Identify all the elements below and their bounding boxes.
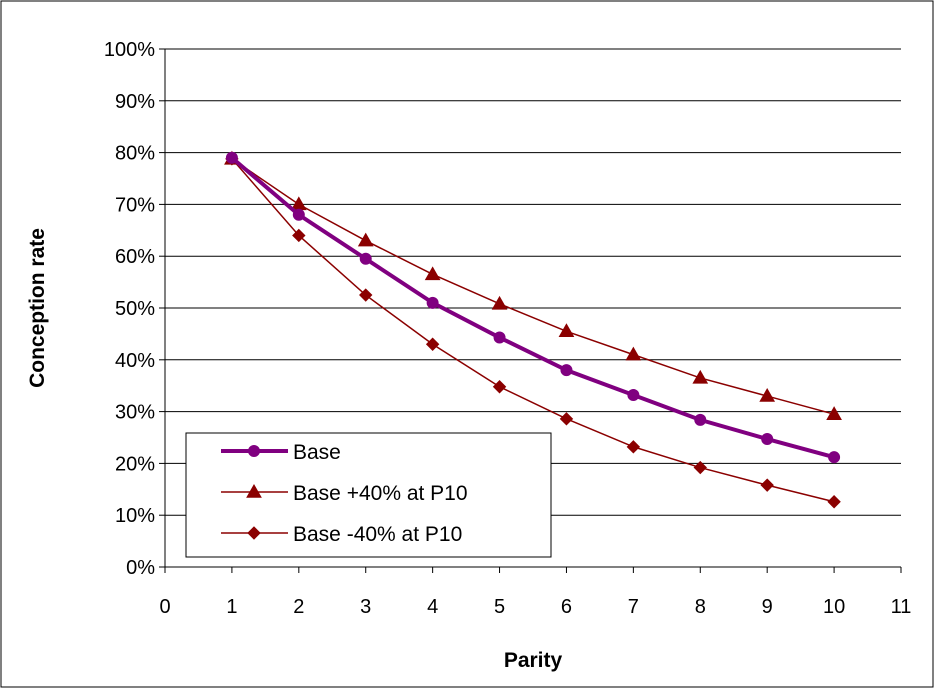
legend-label: Base <box>293 441 341 464</box>
series-line <box>231 158 835 503</box>
legend-item: Base +40% at P10 <box>221 482 468 505</box>
data-point <box>827 495 841 509</box>
x-tick-label: 0 <box>159 596 170 618</box>
data-point <box>761 433 774 446</box>
y-axis-title: Conception rate <box>26 228 49 388</box>
x-tick-labels: 0 1 2 3 4 5 6 7 8 9 10 11 <box>159 596 911 618</box>
data-point <box>292 228 306 243</box>
x-tick-label: 11 <box>891 596 912 618</box>
legend-swatch-marker <box>247 526 261 540</box>
x-tick-label: 8 <box>695 596 706 618</box>
x-tick-label: 2 <box>293 596 304 618</box>
legend-swatch-marker <box>246 483 262 498</box>
data-point <box>491 295 508 310</box>
y-tick-labels: 0% 10% 20% 30% 40% 50% 60% 70% 80% 90% 100% <box>104 39 155 579</box>
legend-label: Base -40% at P10 <box>293 523 462 546</box>
x-tick-label: 4 <box>427 596 438 618</box>
x-tick-label: 3 <box>360 596 371 618</box>
data-point <box>760 478 774 492</box>
data-point <box>694 413 707 426</box>
data-point <box>225 151 238 164</box>
data-point <box>359 252 372 265</box>
series-line <box>230 156 835 460</box>
data-point <box>627 389 640 402</box>
data-point <box>828 451 841 464</box>
legend-item: Base -40% at P10 <box>221 523 462 546</box>
y-tick-label: 70% <box>115 194 155 216</box>
data-point <box>625 346 642 361</box>
data-point <box>560 364 573 377</box>
series-group <box>224 150 842 509</box>
x-tick-label: 9 <box>762 596 773 618</box>
x-tick-label: 6 <box>561 596 572 618</box>
legend-swatch-marker <box>248 445 260 457</box>
series-1 <box>224 150 842 420</box>
y-tick-label: 60% <box>115 246 155 268</box>
x-axis-title: Parity <box>504 649 563 672</box>
data-point <box>558 323 575 338</box>
data-point <box>759 388 776 402</box>
y-tick-label: 40% <box>115 350 155 372</box>
axes <box>159 48 902 573</box>
series-0 <box>225 151 841 464</box>
y-tick-label: 90% <box>115 91 155 113</box>
x-tick-label: 7 <box>628 596 639 618</box>
data-point <box>559 412 574 426</box>
data-point <box>692 369 709 384</box>
y-tick-label: 50% <box>115 298 155 320</box>
data-point <box>424 266 441 281</box>
data-point <box>357 232 374 247</box>
y-tick-label: 100% <box>104 39 155 61</box>
data-point <box>359 288 373 302</box>
data-point <box>492 380 507 394</box>
data-point <box>626 440 641 454</box>
data-point <box>693 460 707 475</box>
data-point <box>826 406 842 420</box>
y-tick-label: 0% <box>126 557 155 579</box>
series-line <box>231 158 835 415</box>
legend-item: Base <box>221 441 341 464</box>
legend-label: Base +40% at P10 <box>293 482 468 505</box>
data-point <box>426 296 439 309</box>
y-tick-label: 30% <box>115 402 155 424</box>
data-point <box>425 337 440 351</box>
y-tick-label: 10% <box>115 505 155 527</box>
x-tick-label: 5 <box>494 596 505 618</box>
x-tick-label: 10 <box>823 596 845 618</box>
y-tick-label: 80% <box>115 143 155 165</box>
data-point <box>292 208 305 221</box>
y-tick-label: 20% <box>115 453 155 475</box>
data-point <box>493 331 506 344</box>
legend: Base Base +40% at P10 Base -40% at P10 <box>185 432 552 558</box>
legend-box <box>185 432 552 558</box>
x-tick-label: 1 <box>226 596 237 618</box>
